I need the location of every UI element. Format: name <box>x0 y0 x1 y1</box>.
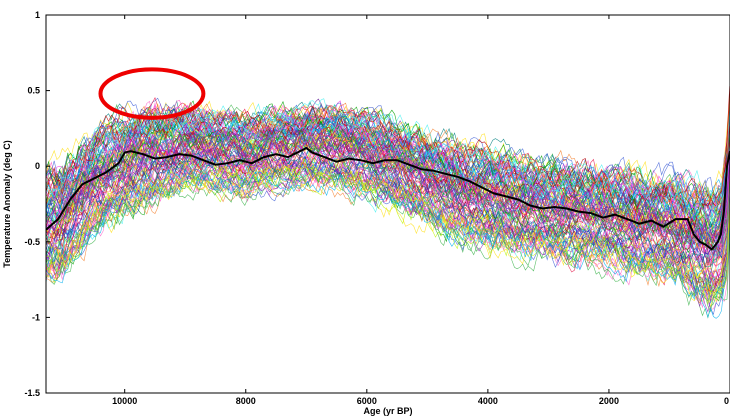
ensemble-member-line <box>46 100 730 214</box>
ensemble-member-line <box>46 149 730 264</box>
highlight-circle <box>98 67 206 120</box>
annotation-layer <box>98 67 206 120</box>
y-tick-label: 1 <box>35 10 40 20</box>
x-tick-label: 6000 <box>357 396 377 406</box>
mean-line-layer <box>46 146 730 251</box>
ensemble-layer <box>46 86 730 319</box>
x-tick-label: 0 <box>724 396 729 406</box>
y-axis-label: Temperature Anomaly (deg C) <box>2 140 12 268</box>
plot-frame <box>45 14 730 394</box>
x-axis-label: Age (yr BP) <box>363 406 412 416</box>
x-tick-label: 8000 <box>236 396 256 406</box>
x-tick-label: 4000 <box>478 396 498 406</box>
y-tick-label: 0 <box>35 161 40 171</box>
ensemble-member-line <box>46 168 730 319</box>
ensemble-member-line <box>46 159 730 295</box>
ensemble-member-line <box>46 151 730 270</box>
ensemble-member-line <box>46 127 730 244</box>
y-tick-label: -1.5 <box>24 388 40 398</box>
ensemble-member-line <box>46 128 730 258</box>
ensemble-member-line <box>46 113 730 235</box>
ensemble-member-line <box>46 121 730 247</box>
y-tick-label: 0.5 <box>27 86 40 96</box>
y-tick-label: -0.5 <box>24 237 40 247</box>
ensemble-member-line <box>46 163 730 302</box>
ensemble-member-line <box>46 157 730 279</box>
mean-series-line <box>46 146 730 251</box>
ensemble-member-line <box>46 128 730 262</box>
ensemble-member-line <box>46 165 730 307</box>
x-tick-label: 2000 <box>599 396 619 406</box>
ensemble-member-line <box>46 108 730 219</box>
x-tick-label: 10000 <box>112 396 137 406</box>
ensemble-member-line <box>46 144 730 274</box>
ensemble-member-line <box>46 168 730 301</box>
ticks-layer: 10000 8000 6000 4000 2000 0 1 0.5 0 -0.5 -1 -1.5 <box>24 10 730 406</box>
ensemble-member-line <box>46 126 730 244</box>
ensemble-member-line <box>46 132 730 250</box>
y-tick-label: -1 <box>32 312 40 322</box>
